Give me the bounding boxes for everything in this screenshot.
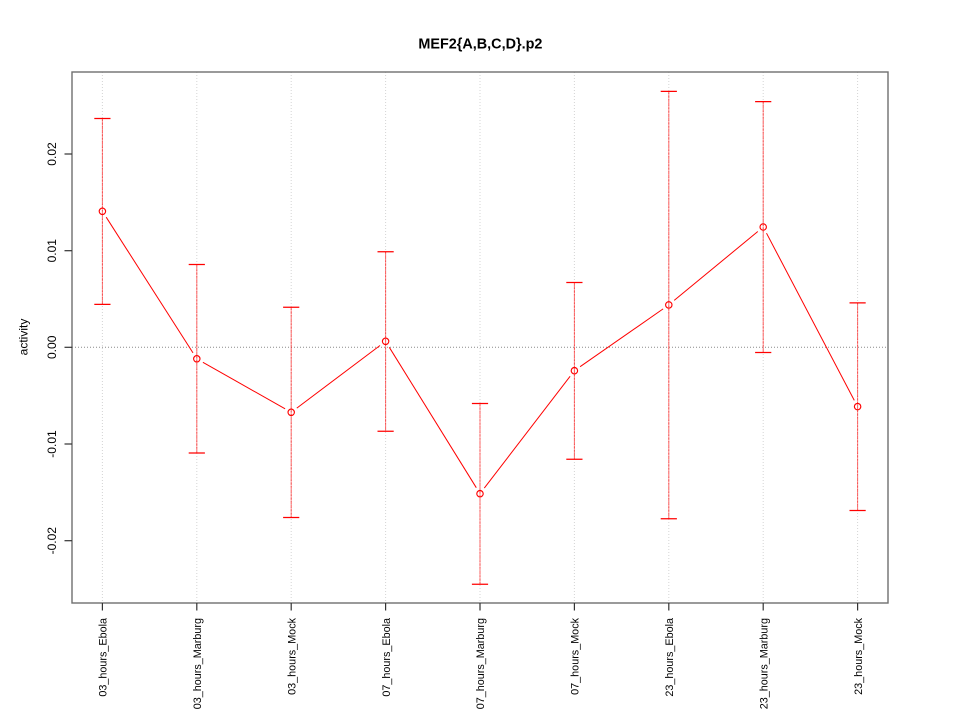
svg-text:23_hours_Mock: 23_hours_Mock [853, 617, 865, 694]
svg-text:07_hours_Marburg: 07_hours_Marburg [475, 618, 487, 709]
svg-text:07_hours_Ebola: 07_hours_Ebola [381, 618, 393, 697]
svg-text:03_hours_Mock: 03_hours_Mock [286, 617, 298, 694]
svg-text:0.01: 0.01 [45, 239, 59, 263]
svg-text:23_hours_Ebola: 23_hours_Ebola [664, 618, 676, 697]
svg-text:-0.02: -0.02 [45, 527, 59, 555]
svg-text:MEF2{A,B,C,D}.p2: MEF2{A,B,C,D}.p2 [418, 37, 542, 53]
svg-text:activity: activity [17, 319, 31, 356]
svg-text:0.00: 0.00 [45, 335, 59, 359]
svg-text:23_hours_Marburg: 23_hours_Marburg [758, 618, 770, 709]
svg-text:0.02: 0.02 [45, 142, 59, 166]
svg-text:03_hours_Marburg: 03_hours_Marburg [192, 618, 204, 709]
svg-text:03_hours_Ebola: 03_hours_Ebola [98, 618, 110, 697]
svg-text:07_hours_Mock: 07_hours_Mock [570, 617, 582, 694]
svg-text:-0.01: -0.01 [45, 430, 59, 458]
